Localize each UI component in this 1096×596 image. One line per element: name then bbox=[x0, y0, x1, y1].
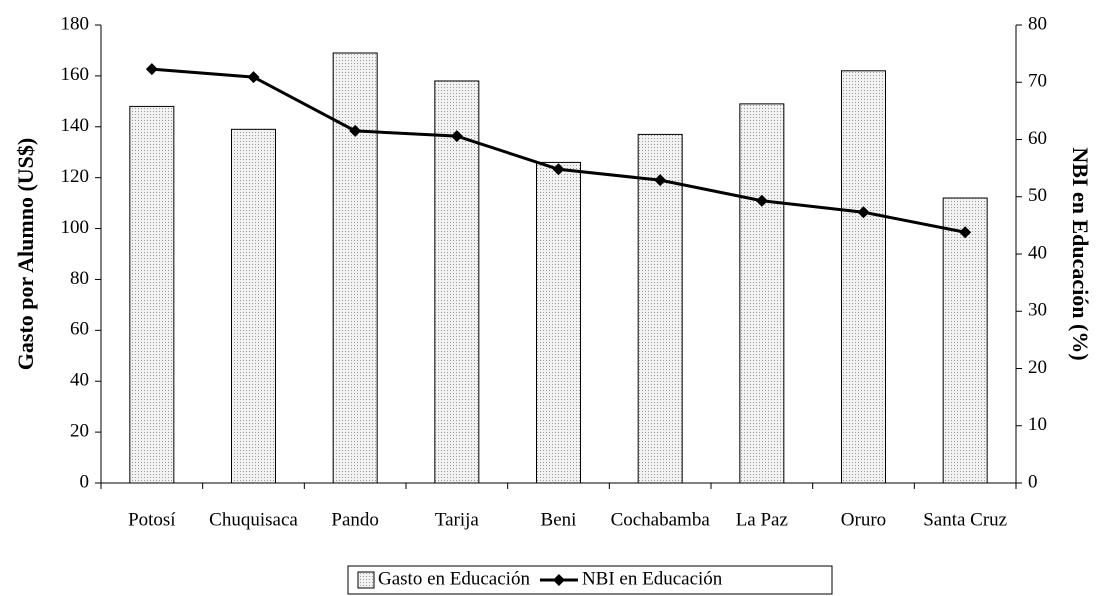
x-tick-label: Pando bbox=[331, 509, 379, 530]
x-tick-label: La Paz bbox=[736, 509, 788, 530]
legend-label: NBI en Educación bbox=[582, 568, 723, 589]
bar bbox=[231, 128, 276, 484]
line-marker bbox=[450, 130, 463, 143]
y2-axis-title: NBI en Educación (%) bbox=[1068, 147, 1093, 360]
line-marker bbox=[552, 163, 565, 176]
legend-swatch bbox=[357, 571, 375, 589]
line-marker bbox=[755, 194, 768, 207]
legend-box bbox=[347, 565, 833, 595]
line-marker bbox=[654, 174, 667, 187]
line-marker bbox=[247, 71, 260, 84]
line-marker bbox=[857, 206, 870, 219]
x-tick-label: Beni bbox=[541, 509, 577, 530]
x-tick-label: Oruro bbox=[841, 509, 886, 530]
y-tick-label: 140 bbox=[61, 115, 90, 136]
y-tick-label: 60 bbox=[70, 319, 89, 340]
y2-tick-label: 30 bbox=[1028, 300, 1047, 321]
line-marker bbox=[145, 63, 158, 76]
x-tick-label: Santa Cruz bbox=[923, 509, 1007, 530]
y-tick-label: 20 bbox=[70, 420, 89, 441]
y2-tick-label: 60 bbox=[1028, 128, 1047, 149]
line-marker bbox=[349, 124, 362, 137]
bar bbox=[942, 197, 988, 484]
x-tick-label: Potosí bbox=[128, 509, 176, 530]
bar bbox=[536, 161, 581, 484]
bar bbox=[841, 70, 886, 484]
y2-tick-label: 70 bbox=[1028, 71, 1047, 92]
y-tick-label: 160 bbox=[61, 64, 90, 85]
legend-swatch-marker bbox=[552, 574, 565, 586]
y-axis-title: Gasto por Alumno (US$) bbox=[13, 138, 38, 370]
line-marker bbox=[959, 226, 972, 239]
y-tick-label: 100 bbox=[61, 217, 90, 238]
y2-tick-label: 10 bbox=[1028, 414, 1047, 435]
y2-tick-label: 50 bbox=[1028, 185, 1047, 206]
y2-tick-label: 40 bbox=[1028, 242, 1047, 263]
legend-label: Gasto en Educación bbox=[378, 568, 530, 589]
x-tick-label: Cochabamba bbox=[611, 509, 711, 530]
bar bbox=[434, 80, 480, 484]
bar bbox=[129, 105, 175, 484]
y-tick-label: 0 bbox=[80, 471, 90, 492]
bar bbox=[739, 103, 785, 484]
x-tick-label: Tarija bbox=[435, 509, 480, 530]
y-tick-label: 120 bbox=[61, 166, 90, 187]
y2-tick-label: 0 bbox=[1028, 471, 1038, 492]
bar bbox=[332, 52, 378, 484]
y-tick-label: 80 bbox=[70, 268, 89, 289]
y-tick-label: 180 bbox=[61, 13, 90, 34]
y2-tick-label: 80 bbox=[1028, 13, 1047, 34]
bar bbox=[637, 133, 683, 484]
y2-tick-label: 20 bbox=[1028, 357, 1047, 378]
x-tick-label: Chuquisaca bbox=[209, 509, 298, 530]
y-tick-label: 40 bbox=[70, 370, 89, 391]
